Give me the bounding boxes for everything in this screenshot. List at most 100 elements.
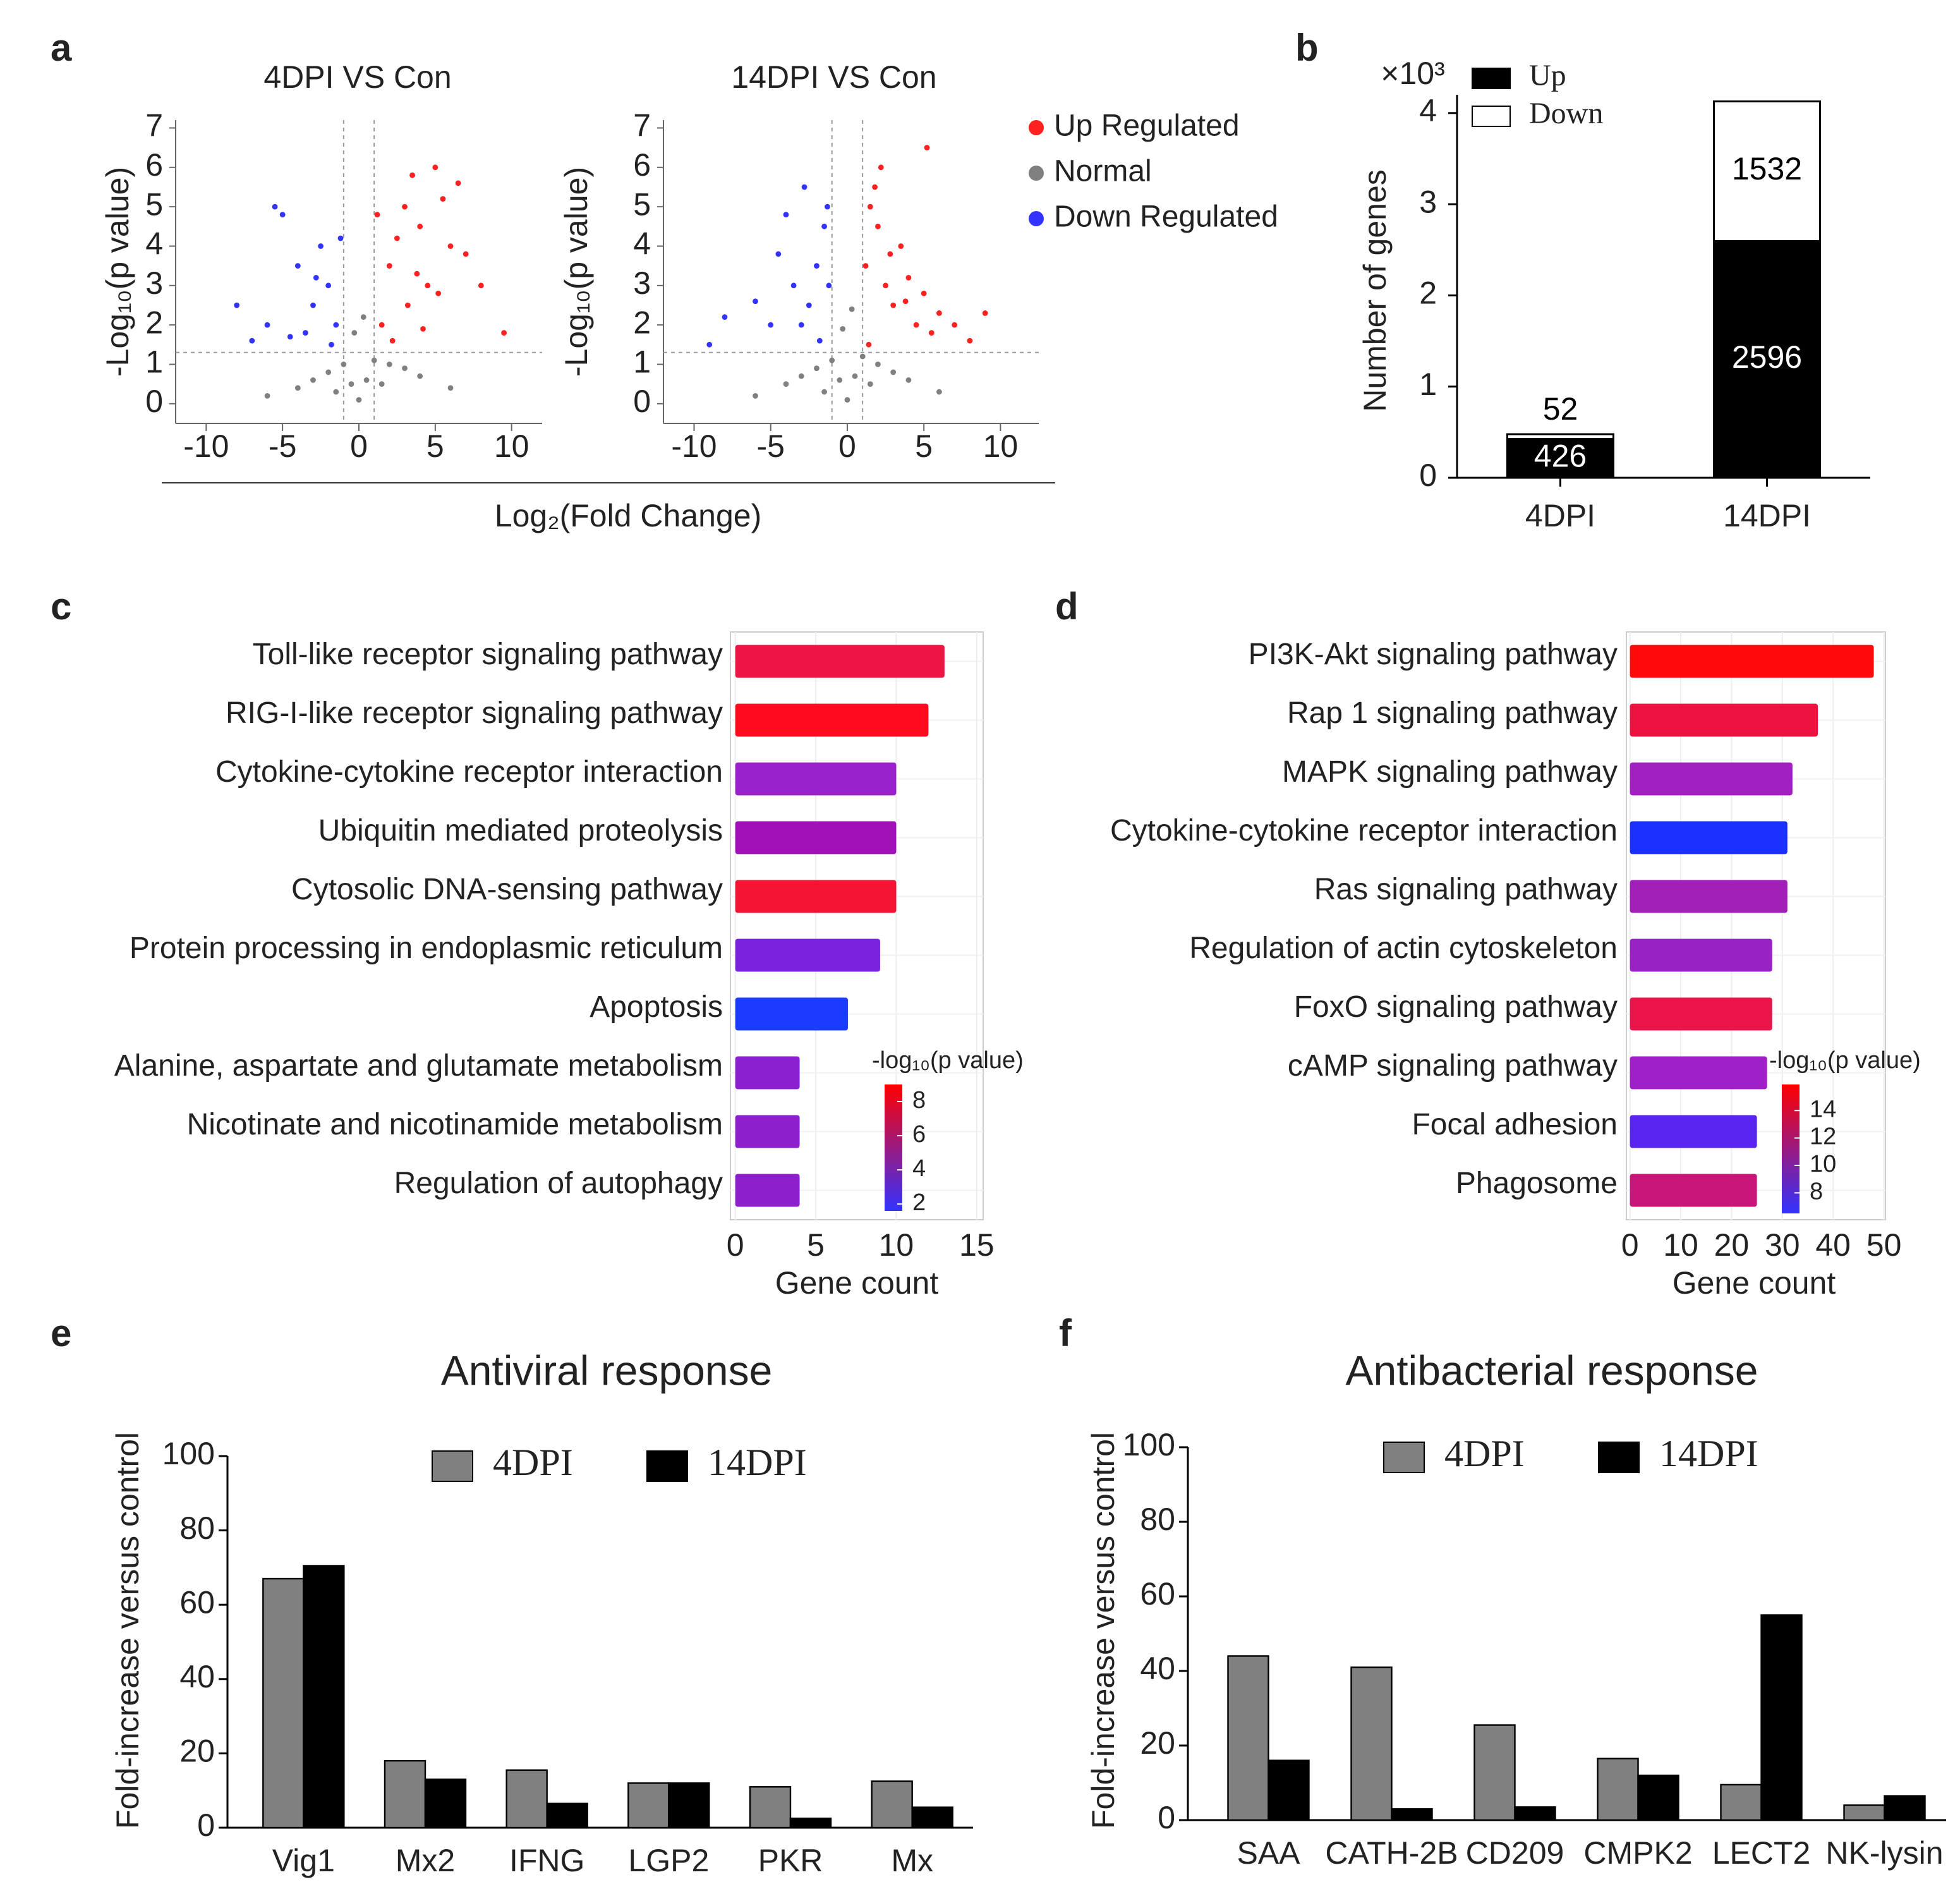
point xyxy=(333,322,339,328)
point xyxy=(249,337,255,344)
bar-segment xyxy=(1713,240,1821,479)
point xyxy=(913,322,919,328)
point xyxy=(952,322,958,328)
x-tick-label: 14DPI xyxy=(1723,498,1811,533)
y-tick-label: 5 xyxy=(145,186,163,222)
x-tick-label: 10 xyxy=(879,1227,914,1263)
point xyxy=(386,263,392,269)
point xyxy=(866,341,872,348)
point xyxy=(825,203,830,210)
bar xyxy=(1630,938,1772,972)
point xyxy=(310,302,316,308)
bar xyxy=(668,1782,710,1829)
bar xyxy=(1597,1758,1639,1821)
category-label: Alanine, aspartate and glutamate metabol… xyxy=(114,1049,723,1083)
point xyxy=(829,357,835,363)
category-label: Cytokine-cytokine receptor interaction xyxy=(215,755,723,789)
bar xyxy=(627,1782,670,1829)
x-axis-label: Gene count xyxy=(1673,1265,1836,1301)
category-label: MAPK signaling pathway xyxy=(1282,755,1618,789)
category-label: Nicotinate and nicotinamide metabolism xyxy=(187,1108,723,1141)
bar-segment xyxy=(1713,100,1821,242)
bar xyxy=(1630,645,1874,678)
x-axis-label: Log₂(Fold Change) xyxy=(495,498,761,533)
x-tick-label: -5 xyxy=(269,428,296,464)
x-tick-label: 50 xyxy=(1866,1227,1902,1263)
y-axis-label: Fold-increase versus control xyxy=(1086,1432,1121,1829)
point xyxy=(341,361,347,367)
colorbar-tick-label: 2 xyxy=(912,1189,926,1216)
y-tick-label: 3 xyxy=(145,265,163,301)
point xyxy=(902,298,909,305)
category-label: Ras signaling pathway xyxy=(1314,873,1618,906)
colorbar-tick-label: 4 xyxy=(912,1155,926,1182)
chart-title: 4DPI VS Con xyxy=(263,59,451,95)
bar xyxy=(303,1565,345,1829)
legend-label: Up xyxy=(1529,59,1566,92)
point xyxy=(862,263,869,269)
bar xyxy=(1843,1804,1885,1821)
panel-label: e xyxy=(51,1312,71,1354)
bar xyxy=(424,1778,467,1829)
bar xyxy=(735,703,929,737)
point xyxy=(798,322,804,328)
category-label: Cytosolic DNA-sensing pathway xyxy=(291,873,723,906)
legend-label: 14DPI xyxy=(1659,1433,1758,1474)
legend-swatch xyxy=(1383,1442,1425,1473)
bar xyxy=(1514,1806,1556,1821)
colorbar-label: -log₁₀(p value) xyxy=(1769,1047,1921,1074)
point xyxy=(878,164,884,171)
bar xyxy=(546,1802,588,1829)
point xyxy=(875,223,881,229)
bar xyxy=(1630,1115,1757,1148)
category-label: Toll-like receptor signaling pathway xyxy=(253,638,723,671)
panel-label: d xyxy=(1055,585,1079,628)
point xyxy=(826,282,832,289)
x-tick-label: Vig1 xyxy=(272,1843,335,1878)
point xyxy=(386,361,392,367)
point xyxy=(753,392,758,399)
legend-marker xyxy=(1029,166,1044,181)
bar xyxy=(1630,880,1788,913)
point xyxy=(501,330,507,336)
value-label: 426 xyxy=(1534,438,1587,473)
point xyxy=(294,263,301,269)
x-tick-label: 15 xyxy=(959,1227,995,1263)
legend-marker xyxy=(1029,211,1044,226)
y-tick-label: 2 xyxy=(1419,276,1437,311)
value-label: 52 xyxy=(1543,391,1578,427)
legend-label: 4DPI xyxy=(1444,1433,1525,1474)
x-tick-label: 30 xyxy=(1765,1227,1800,1263)
category-label: RIG-I-like receptor signaling pathway xyxy=(226,696,723,730)
bar xyxy=(735,762,897,796)
point xyxy=(867,203,873,210)
point xyxy=(849,306,855,312)
y-tick-label: 40 xyxy=(179,1659,215,1694)
x-tick-label: -10 xyxy=(671,428,717,464)
point xyxy=(329,341,334,348)
bar xyxy=(735,938,880,972)
category-label: FoxO signaling pathway xyxy=(1294,990,1618,1024)
x-tick-label: CD209 xyxy=(1466,1835,1564,1871)
point xyxy=(318,243,324,249)
point xyxy=(389,337,396,344)
point xyxy=(264,322,270,328)
legend-marker xyxy=(1029,120,1044,135)
panel-label: b xyxy=(1295,27,1319,69)
legend-swatch xyxy=(1472,106,1511,127)
chart-title: Antibacterial response xyxy=(1345,1347,1758,1394)
x-tick-label: 40 xyxy=(1815,1227,1851,1263)
y-tick-label: 40 xyxy=(1140,1651,1175,1686)
y-tick-label: 3 xyxy=(633,265,651,301)
panel-label: c xyxy=(51,585,71,628)
bar xyxy=(384,1759,426,1829)
panel-label: f xyxy=(1059,1312,1072,1354)
point xyxy=(313,274,319,281)
legend-swatch xyxy=(432,1450,473,1482)
bar-segment xyxy=(1506,438,1614,479)
y-tick-label: 1 xyxy=(1419,367,1437,402)
y-tick-label: 60 xyxy=(1140,1576,1175,1612)
point xyxy=(768,322,774,328)
point xyxy=(814,263,820,269)
